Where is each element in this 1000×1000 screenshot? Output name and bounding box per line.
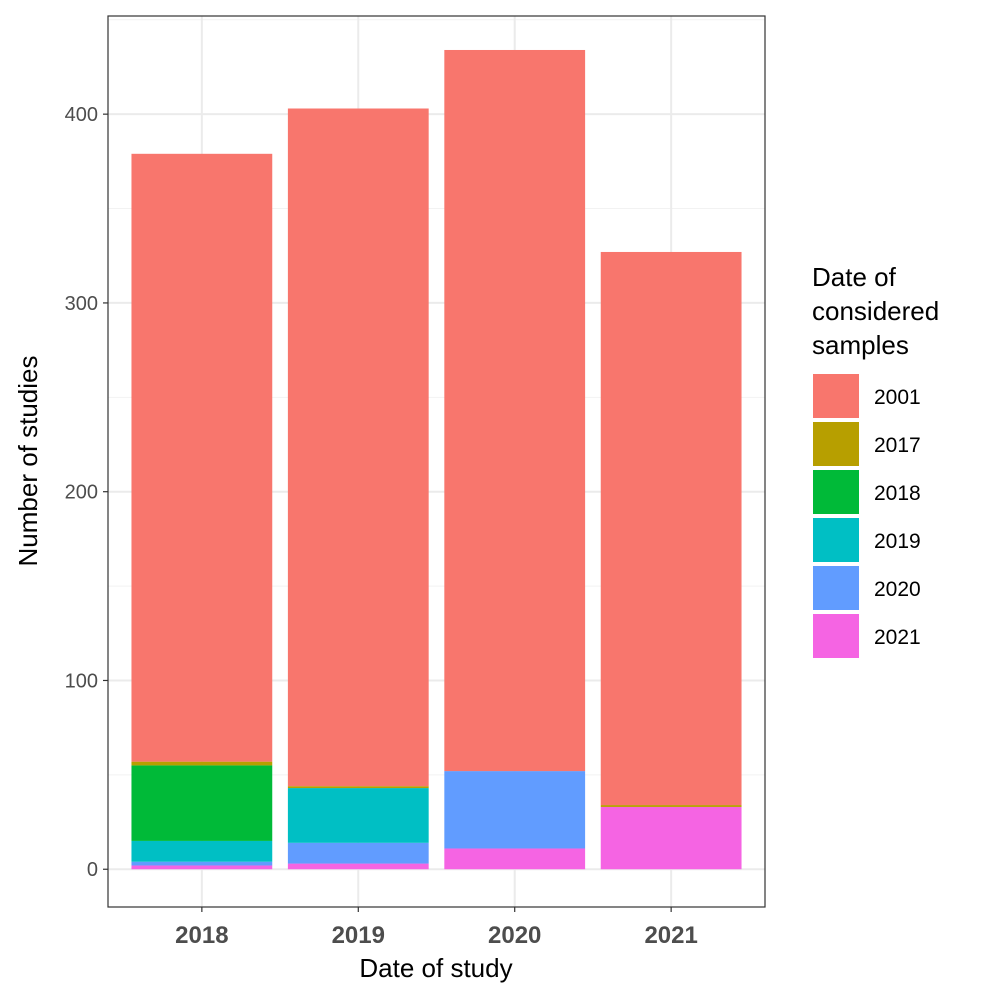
legend-key-2018 — [813, 470, 859, 514]
y-tick-label: 200 — [65, 482, 98, 504]
legend-title-line-2: considered — [812, 296, 939, 326]
legend-label-2021: 2021 — [874, 626, 921, 649]
legend-title-line-3: samples — [812, 330, 909, 360]
bar-2019-series-2019 — [287, 788, 429, 843]
bars — [131, 49, 742, 870]
legend-label-2001: 2001 — [874, 386, 921, 409]
bar-2021-series-2021 — [600, 806, 742, 870]
bar-2018-series-2020 — [131, 861, 273, 866]
y-tick-label: 300 — [65, 293, 98, 315]
x-axis: 2018 2019 2020 2021 — [175, 907, 698, 949]
bar-2021-series-2001 — [600, 251, 742, 806]
bar-2018-series-2017 — [131, 761, 273, 766]
bar-2021-series-2017 — [600, 805, 742, 807]
bar-2018-series-2018 — [131, 765, 273, 841]
bar-2019-series-2020 — [287, 842, 429, 864]
bar-2018-series-2021 — [131, 865, 273, 870]
bar-2019-series-2021 — [287, 863, 429, 870]
x-tick-label: 2021 — [644, 922, 697, 949]
legend-key-2020 — [813, 566, 859, 610]
legend-label-2019: 2019 — [874, 530, 921, 553]
bar-2019-series-2017 — [287, 786, 429, 789]
legend-key-2017 — [813, 422, 859, 466]
y-axis-title: Number of studies — [13, 356, 43, 567]
y-tick-label: 100 — [65, 670, 98, 692]
x-tick-label: 2018 — [175, 922, 228, 949]
legend-label-2017: 2017 — [874, 434, 921, 457]
y-tick-label: 0 — [87, 859, 98, 881]
legend-title-line-1: Date of — [812, 262, 897, 292]
x-tick-label: 2019 — [332, 922, 385, 949]
x-tick-label: 2020 — [488, 922, 541, 949]
legend: Date of considered samples 2001 2017 2018 2… — [812, 262, 939, 658]
x-axis-title: Date of study — [359, 953, 512, 983]
bar-2018-series-2019 — [131, 840, 273, 862]
y-tick-label: 400 — [65, 104, 98, 126]
y-axis: 0 100 200 300 400 — [65, 104, 108, 881]
bar-2020-series-2021 — [444, 848, 586, 870]
legend-key-2001 — [813, 374, 859, 418]
legend-label-2018: 2018 — [874, 482, 921, 505]
bar-2018-series-2001 — [131, 153, 273, 762]
plot-border — [107, 15, 766, 908]
bar-2019-series-2001 — [287, 108, 429, 787]
bar-2020-series-2001 — [444, 49, 586, 772]
legend-key-2021 — [813, 614, 859, 658]
legend-key-2019 — [813, 518, 859, 562]
legend-label-2020: 2020 — [874, 578, 921, 601]
bar-2020-series-2020 — [444, 771, 586, 849]
